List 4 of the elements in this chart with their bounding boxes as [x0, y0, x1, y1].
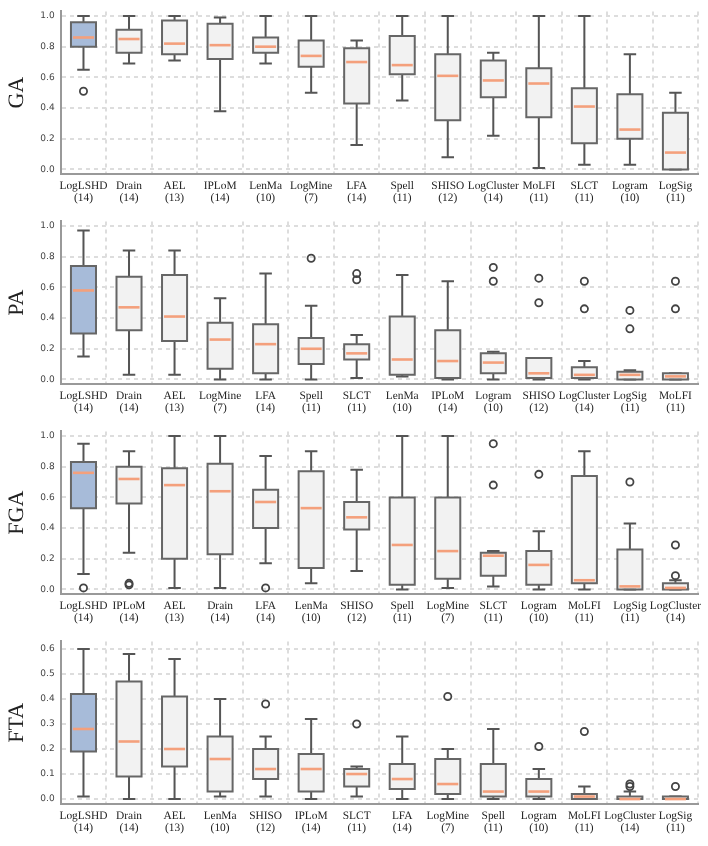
- y-axis-title: FGA: [4, 490, 29, 535]
- y-axis-title: PA: [4, 289, 29, 316]
- y-axis-title: FTA: [4, 702, 29, 743]
- y-axis-title: GA: [4, 76, 29, 109]
